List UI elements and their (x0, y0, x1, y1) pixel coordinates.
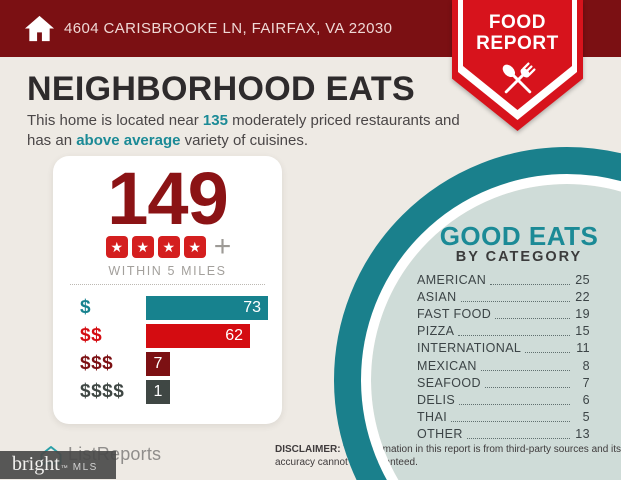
bar-row: $$ 62 (80, 324, 270, 348)
rating-stars-row: ★ ★ ★ ★ + (53, 230, 282, 263)
dotted-leader (458, 326, 570, 337)
category-label: AMERICAN (417, 272, 487, 287)
bright-mls-watermark: bright ™ MLS (0, 451, 116, 479)
bar: 73 (146, 296, 268, 320)
good-eats-subtitle: BY CATEGORY (455, 249, 583, 265)
disclaimer-label: DISCLAIMER: (275, 444, 341, 455)
category-row: OTHER 13 (417, 426, 590, 443)
variety-highlight: above average (76, 131, 181, 149)
badge-title-line2: REPORT (476, 33, 559, 54)
restaurant-count: 149 (107, 157, 228, 240)
category-row: INTERNATIONAL 11 (417, 340, 590, 357)
category-value: 19 (575, 306, 590, 321)
star-icon: ★ (157, 236, 180, 258)
category-value: 11 (576, 341, 590, 356)
star-icon: ★ (183, 236, 206, 258)
category-label: ASIAN (417, 289, 457, 304)
category-label: INTERNATIONAL (417, 341, 522, 356)
restaurant-count-highlight: 135 (202, 112, 228, 129)
home-icon (24, 15, 55, 42)
category-row: AMERICAN 25 (417, 271, 590, 288)
category-value: 5 (582, 410, 590, 425)
category-label: THAI (417, 410, 448, 425)
intro-seg2: moderately priced restaurants and (227, 112, 460, 129)
watermark-brand: bright (12, 453, 60, 475)
category-list: AMERICAN 25 ASIAN 22 FAST FOOD 19 PIZZA 15 INTER… (417, 271, 590, 443)
watermark-trademark: ™ (60, 465, 68, 472)
price-bar-chart: $73 $$ 62 $$$ 7 $$$$ 1 (80, 296, 270, 408)
category-value: 13 (575, 427, 590, 442)
dotted-leader (495, 309, 570, 319)
bar: 7 (146, 352, 170, 376)
bar: 1 (146, 380, 170, 404)
category-label: FAST FOOD (417, 306, 492, 321)
dotted-leader (484, 378, 570, 388)
property-address: 4604 CARISBROOKE LN, FAIRFAX, VA 22030 (64, 20, 393, 37)
category-row: DELIS 6 (417, 391, 590, 408)
dotted-leader (460, 292, 570, 302)
category-label: PIZZA (417, 324, 455, 339)
dotted-leader (451, 412, 570, 423)
good-eats-title: GOOD EATS (439, 221, 599, 251)
plus-sign: + (213, 230, 232, 263)
intro-text: This home is located near 135 moderately… (27, 111, 527, 150)
category-row: FAST FOOD 19 (417, 305, 590, 322)
category-value: 6 (582, 392, 590, 407)
bar-row: $73 (80, 296, 270, 320)
dotted-leader (525, 343, 570, 354)
category-value: 7 (582, 375, 590, 390)
bar-value: 1 (153, 383, 163, 400)
bar-value: 62 (225, 327, 243, 344)
bar-value: 7 (153, 355, 163, 372)
category-label: SEAFOOD (417, 375, 481, 390)
price-level-label: $$$ (80, 353, 114, 374)
intro-seg4: variety of cuisines. (180, 131, 309, 149)
category-value: 25 (575, 272, 590, 287)
bar-row: $$$ 7 (80, 352, 270, 376)
star-icon: ★ (105, 236, 128, 258)
restaurant-stats-card: 149 ★ ★ ★ ★ + WITHIN 5 MILES $73 $$ 62 $$$ 7 $$$$… (53, 156, 282, 424)
category-label: MEXICAN (417, 358, 477, 373)
price-level-label: $$$$ (80, 381, 125, 402)
dotted-leader (459, 395, 570, 405)
dotted-leader (480, 361, 570, 371)
bar-value: 73 (243, 299, 261, 316)
bar: 62 (146, 324, 250, 348)
page-title: NEIGHBORHOOD EATS (27, 70, 415, 108)
dotted-leader (490, 275, 570, 285)
price-level-label: $ (80, 297, 92, 318)
category-value: 8 (582, 358, 590, 373)
category-row: THAI 5 (417, 409, 590, 426)
category-row: SEAFOOD 7 (417, 374, 590, 391)
dotted-divider (70, 284, 265, 285)
bar-row: $$$$ 1 (80, 380, 270, 404)
category-value: 22 (575, 289, 590, 304)
badge-title-line1: FOOD (488, 12, 547, 33)
radius-label: WITHIN 5 MILES (108, 264, 227, 278)
food-report-badge: FOOD REPORT (452, 0, 583, 131)
category-row: ASIAN 22 (417, 288, 590, 305)
crossed-spoon-fork-icon (502, 62, 536, 94)
category-label: OTHER (417, 427, 463, 442)
intro-seg1: This home is located near (27, 112, 203, 129)
dotted-leader (466, 429, 570, 440)
category-value: 15 (575, 324, 590, 339)
intro-seg3: has an (27, 131, 77, 149)
star-icon: ★ (131, 236, 154, 258)
price-level-label: $$ (80, 325, 103, 346)
category-row: PIZZA 15 (417, 323, 590, 340)
watermark-mls-label: MLS (72, 462, 98, 473)
category-label: DELIS (417, 392, 456, 407)
category-row: MEXICAN 8 (417, 357, 590, 374)
